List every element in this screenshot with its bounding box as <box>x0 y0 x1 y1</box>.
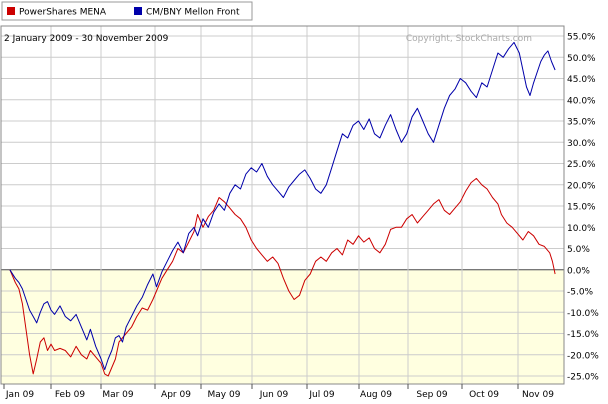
legend-box <box>1 1 253 21</box>
y-tick-label: -20.0% <box>567 351 599 361</box>
x-tick-label: Oct 09 <box>469 390 499 400</box>
plot-area: 55.0% 50.0% 45.0% 40.0% 35.0% 30.0% 25.0% 20.0%… <box>0 25 599 400</box>
y-tick-label: 10.0% <box>567 224 596 234</box>
plot-border <box>0 25 565 385</box>
x-tick-label: Nov 09 <box>522 390 554 400</box>
x-tick-label: Jan 09 <box>5 390 34 400</box>
date-range-label: 2 January 2009 - 30 November 2009 <box>4 34 169 44</box>
y-tick-label: 20.0% <box>567 181 596 191</box>
y-tick-label: -10.0% <box>567 309 599 319</box>
y-tick-label: -15.0% <box>567 330 599 340</box>
legend-label-bny: CM/BNY Mellon Front <box>146 8 240 18</box>
copyright-label: Copyright, StockCharts.com <box>406 34 532 44</box>
plot-bg-negative <box>1 269 564 384</box>
plot-bg-positive <box>1 26 564 270</box>
y-tick-label: 0.0% <box>567 266 590 276</box>
y-tick-label: -5.0% <box>567 288 594 298</box>
x-tick-label: Jun 09 <box>259 390 289 400</box>
y-tick-label: 30.0% <box>567 139 596 149</box>
x-tick-label: Mar 09 <box>102 390 134 400</box>
legend-swatch-bny <box>134 7 142 15</box>
legend: PowerShares MENA CM/BNY Mellon Front <box>1 1 253 21</box>
y-tick-label: 35.0% <box>567 118 596 128</box>
x-tick-label: Sep 09 <box>416 390 448 400</box>
y-tick-label: 5.0% <box>567 245 590 255</box>
legend-swatch-mena <box>7 7 15 15</box>
x-tick-label: Apr 09 <box>161 390 191 400</box>
y-tick-label: -25.0% <box>567 373 599 383</box>
series-line-mena <box>9 177 556 377</box>
x-tick-label: Aug 09 <box>360 390 392 400</box>
y-tick-label: 45.0% <box>567 75 596 85</box>
legend-label-mena: PowerShares MENA <box>19 8 107 18</box>
y-tick-label: 55.0% <box>567 33 596 43</box>
x-tick-label: May 09 <box>208 390 241 400</box>
series-line-bny <box>9 41 556 371</box>
x-tick-label: Jul 09 <box>308 390 334 400</box>
x-tick-label: Feb 09 <box>55 390 86 400</box>
y-tick-label: 25.0% <box>567 160 596 170</box>
y-tick-label: 15.0% <box>567 203 596 213</box>
y-tick-label: 40.0% <box>567 96 596 106</box>
y-tick-label: 50.0% <box>567 54 596 64</box>
